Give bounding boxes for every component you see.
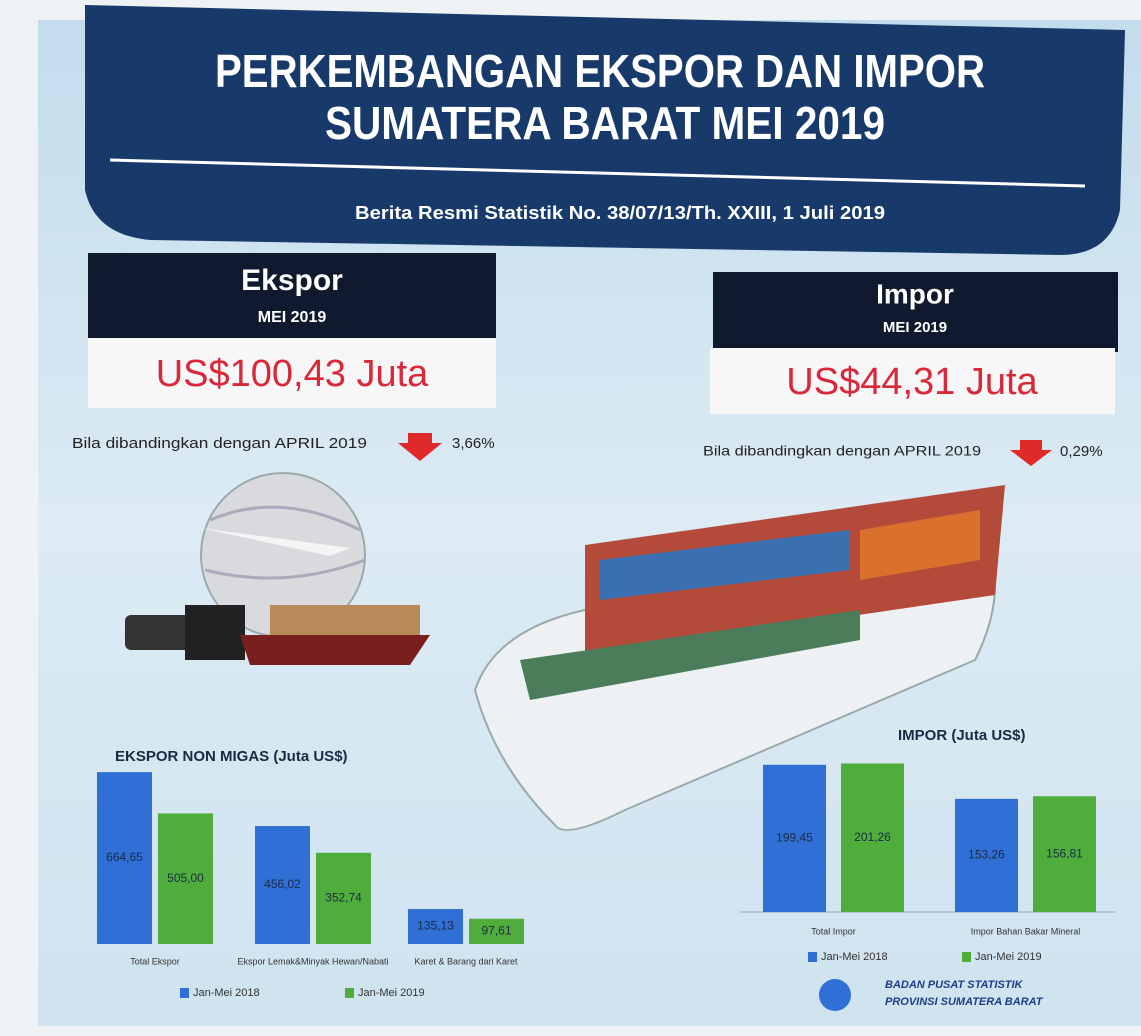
x-tick-label: Impor Bahan Bakar Mineral — [971, 926, 1081, 936]
ekspor-box — [88, 253, 496, 345]
value-label: 156,81 — [1046, 846, 1083, 860]
value-label: 664,65 — [106, 850, 143, 864]
x-tick-label: Karet & Barang dari Karet — [414, 956, 518, 966]
ship-illustration — [473, 485, 1005, 831]
value-label: 135,13 — [417, 919, 454, 933]
bar — [255, 826, 310, 944]
logo — [819, 979, 851, 1011]
header-banner — [85, 5, 1125, 255]
legend-label: Jan-Mei 2018 — [193, 987, 260, 999]
x-tick-label: Total Ekspor — [130, 956, 180, 966]
chart-title: EKSPOR NON MIGAS (Juta US$) — [115, 748, 348, 765]
bar — [1033, 796, 1096, 912]
ekspor-comparison: Bila dibandingkan dengan APRIL 2019 — [72, 435, 367, 452]
value-label: 201,26 — [854, 830, 891, 844]
ekspor-period: MEI 2019 — [258, 309, 327, 326]
bar — [408, 909, 463, 944]
value-label: 199,45 — [776, 831, 813, 845]
ekspor-change: 3,66% — [452, 435, 495, 452]
bar — [316, 852, 371, 944]
legend-swatch — [808, 952, 817, 962]
chart-title: IMPOR (Juta US$) — [898, 727, 1026, 744]
bar — [763, 764, 826, 912]
impor-comparison: Bila dibandingkan dengan APRIL 2019 — [703, 443, 981, 459]
subtitle: Berita Resmi Statistik No. 38/07/13/Th. … — [355, 203, 885, 223]
x-tick-label: Ekspor Lemak&Minyak Hewan/Nabati — [237, 956, 388, 966]
legend-label: Jan-Mei 2019 — [358, 987, 425, 999]
impor-change: 0,29% — [1060, 443, 1103, 460]
impor-amount: US$44,31 Juta — [786, 361, 1038, 403]
bar — [841, 763, 904, 912]
impor-period: MEI 2019 — [883, 319, 947, 336]
x-tick-label: Total Impor — [811, 926, 856, 936]
globe-illustration — [125, 472, 430, 665]
legend-swatch — [180, 988, 189, 998]
legend-swatch — [345, 988, 354, 998]
bar — [97, 772, 152, 944]
impor-label: Impor — [876, 278, 954, 309]
legend-label: Jan-Mei 2018 — [821, 951, 888, 963]
down-arrow — [1010, 440, 1052, 466]
value-label: 505,00 — [167, 871, 204, 885]
divider — [109, 158, 1086, 188]
ekspor-value-box — [88, 338, 496, 408]
down-arrow — [398, 433, 442, 461]
value-label: 97,61 — [481, 924, 511, 938]
legend-swatch — [962, 952, 971, 962]
impor-value-box — [710, 348, 1115, 414]
value-label: 456,02 — [264, 877, 301, 891]
bar — [955, 798, 1018, 912]
bar — [158, 813, 213, 944]
bar — [469, 918, 524, 944]
impor-box — [713, 272, 1118, 352]
ekspor-amount: US$100,43 Juta — [156, 353, 429, 395]
agency-name: PROVINSI SUMATERA BARAT — [885, 996, 1044, 1008]
value-label: 352,74 — [325, 891, 362, 905]
ekspor-label: Ekspor — [241, 264, 343, 297]
legend-label: Jan-Mei 2019 — [975, 951, 1042, 963]
title: PERKEMBANGAN EKSPOR DAN IMPOR — [215, 45, 985, 97]
agency-name: BADAN PUSAT STATISTIK — [885, 979, 1024, 991]
title: SUMATERA BARAT MEI 2019 — [325, 97, 885, 149]
value-label: 153,26 — [968, 848, 1005, 862]
